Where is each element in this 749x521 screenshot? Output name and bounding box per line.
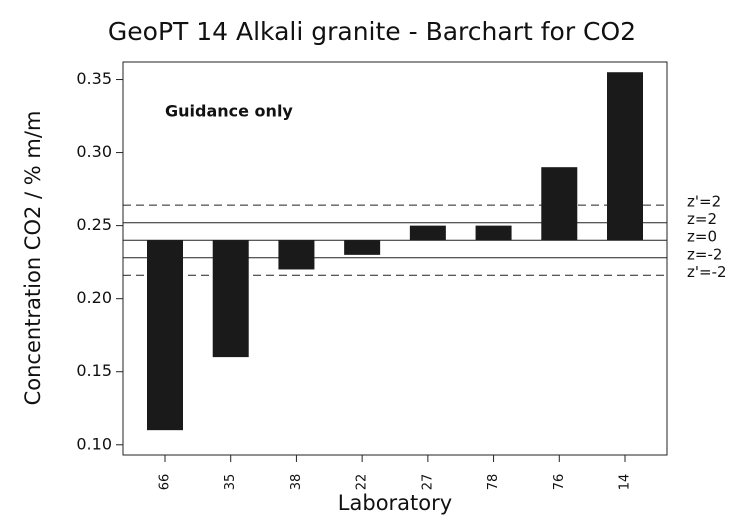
y-axis-label: Concentration CO2 / % m/m [21,111,45,406]
x-tick-label: 22 [355,474,370,491]
reference-label: z'=-2 [687,263,727,281]
x-tick-label: 35 [223,474,238,491]
bar [344,240,381,255]
reference-label: z=0 [687,228,717,246]
y-tick-label: 0.30 [76,142,112,161]
bar [278,240,315,270]
x-tick-label: 38 [289,474,304,491]
y-tick-label: 0.10 [76,434,112,453]
bar [475,225,512,241]
bar [409,225,446,241]
x-tick-label: 76 [552,474,567,491]
x-tick-label: 14 [618,474,633,491]
x-axis-label: Laboratory [338,491,452,515]
x-tick-label: 66 [158,474,173,491]
bar [212,240,249,358]
x-tick-label: 27 [420,474,435,491]
annotation: Guidance only [165,102,293,121]
bar [607,72,643,241]
y-tick-label: 0.15 [76,361,112,380]
x-tick-label: 78 [486,474,501,491]
y-tick-label: 0.20 [76,288,112,307]
reference-label: z=2 [687,210,717,228]
bar [147,240,183,431]
reference-label: z'=2 [687,193,721,211]
reference-label: z=-2 [687,245,722,263]
chart-title: GeoPT 14 Alkali granite - Barchart for C… [108,17,636,46]
y-tick-label: 0.35 [76,69,112,88]
y-tick-label: 0.25 [76,215,112,234]
bar [541,167,578,241]
plot-frame [122,61,668,456]
